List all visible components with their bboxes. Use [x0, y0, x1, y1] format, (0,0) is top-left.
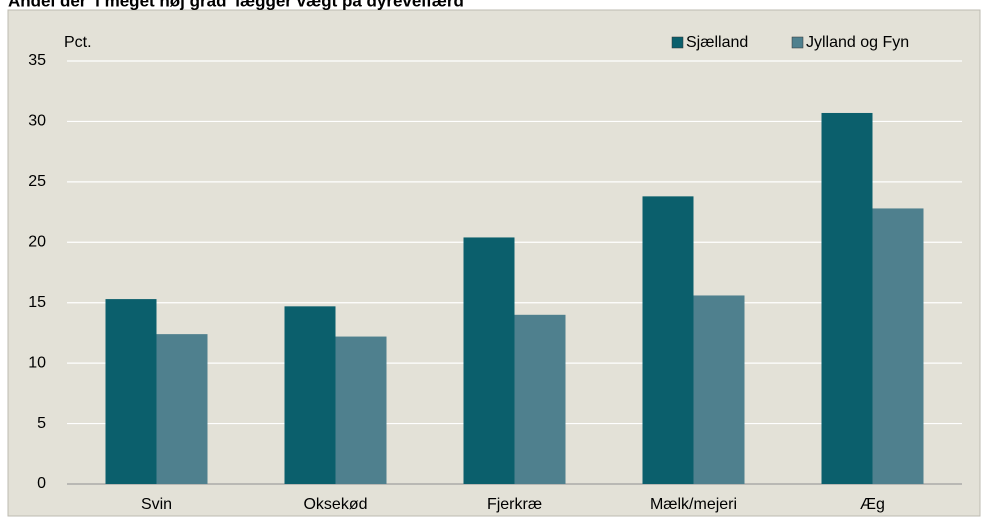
y-tick-label: 5 — [37, 415, 46, 432]
y-tick-label: 0 — [37, 475, 46, 492]
bar — [872, 208, 924, 484]
bar — [156, 334, 208, 484]
y-axis-label: Pct. — [64, 34, 92, 51]
y-tick-label: 15 — [28, 294, 46, 311]
bar — [105, 299, 157, 484]
y-tick-label: 30 — [28, 113, 46, 130]
y-tick-label: 35 — [28, 52, 46, 69]
legend-label: Jylland og Fyn — [806, 34, 909, 51]
bar — [463, 237, 515, 484]
bar — [284, 306, 336, 484]
chart-title: Andel der 'i meget høj grad' lægger vægt… — [8, 0, 464, 10]
y-tick-label: 10 — [28, 354, 46, 371]
bar — [335, 336, 387, 484]
y-tick-label: 25 — [28, 173, 46, 190]
bar — [642, 196, 694, 485]
bar — [821, 112, 873, 485]
legend-label: Sjælland — [686, 34, 748, 51]
x-tick-label: Mælk/mejeri — [650, 496, 737, 513]
x-tick-label: Fjerkræ — [487, 496, 542, 513]
y-tick-label: 20 — [28, 234, 46, 251]
x-tick-label: Æg — [860, 496, 885, 513]
x-tick-label: Svin — [141, 496, 172, 513]
x-tick-label: Oksekød — [303, 496, 367, 513]
legend-swatch — [671, 36, 684, 49]
legend-swatch — [791, 36, 804, 49]
bar — [693, 295, 745, 484]
bar — [514, 314, 566, 484]
